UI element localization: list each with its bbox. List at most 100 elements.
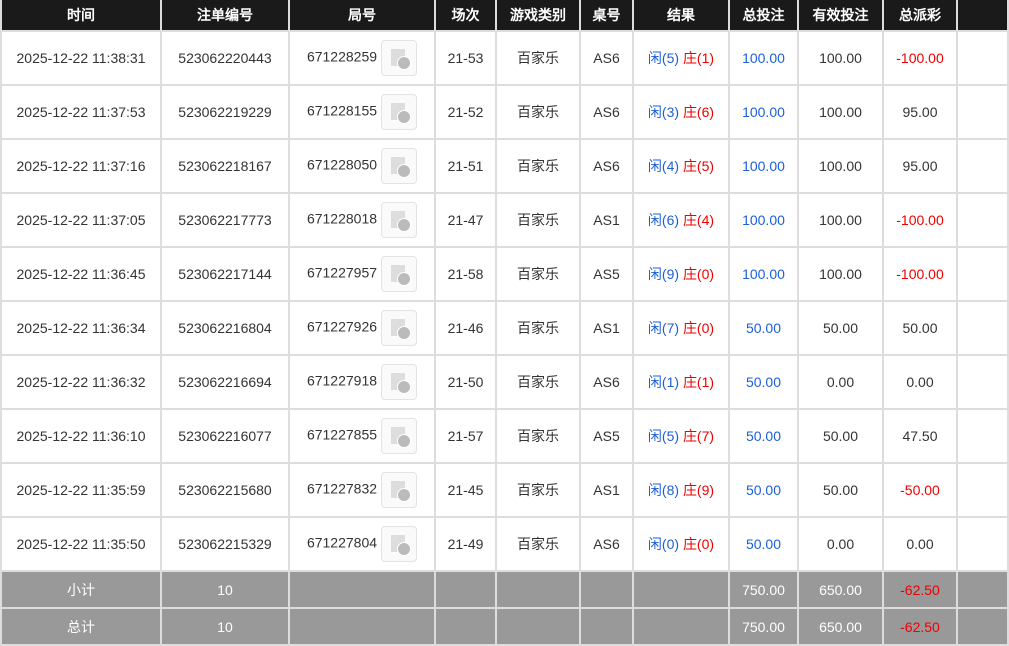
banker-result: 庄(1) (682, 50, 715, 66)
banker-result: 庄(0) (682, 266, 715, 282)
column-header: 局号 (288, 0, 436, 32)
total-bet-cell: 100.00 (728, 246, 799, 302)
video-replay-icon[interactable] (381, 148, 418, 184)
total-bet-cell: 50.00 (728, 462, 799, 518)
round-cell: 671227804 (288, 516, 436, 572)
player-result: 闲(0) (647, 536, 680, 552)
result-cell: 闲(0) 庄(0) (632, 516, 730, 572)
empty-cell (956, 408, 1009, 464)
table-row: 2025-12-22 11:37:05 523062217773 6712280… (0, 192, 1009, 248)
time-cell: 2025-12-22 11:37:05 (0, 192, 162, 248)
summary-count: 10 (160, 570, 290, 609)
video-replay-icon[interactable] (381, 256, 418, 292)
table-cell: AS6 (579, 516, 634, 572)
table-cell: AS5 (579, 408, 634, 464)
total-bet-cell: 100.00 (728, 84, 799, 140)
player-result: 闲(1) (647, 374, 680, 390)
banker-result: 庄(5) (682, 158, 715, 174)
player-result: 闲(5) (647, 50, 680, 66)
round-number: 671228155 (306, 102, 378, 119)
game-type-cell: 百家乐 (495, 408, 581, 464)
video-replay-icon[interactable] (381, 310, 418, 346)
bet-id-cell: 523062216077 (160, 408, 290, 464)
banker-result: 庄(0) (682, 536, 715, 552)
summary-valid-bet: 650.00 (797, 570, 884, 609)
empty-cell (956, 462, 1009, 518)
column-header: 注单编号 (160, 0, 290, 32)
summary-total-bet: 750.00 (728, 570, 799, 609)
payout-cell: -100.00 (882, 192, 958, 248)
empty-cell (956, 84, 1009, 140)
table-header: 时间 注单编号 局号 场次 游戏类别 桌号 结果 总投注 有效投注 总派彩 (0, 0, 1009, 32)
column-header: 桌号 (579, 0, 634, 32)
payout-cell: 50.00 (882, 300, 958, 356)
video-replay-icon[interactable] (381, 40, 418, 76)
video-replay-icon[interactable] (381, 472, 418, 508)
time-cell: 2025-12-22 11:36:32 (0, 354, 162, 410)
bet-id-cell: 523062216804 (160, 300, 290, 356)
video-replay-icon[interactable] (381, 94, 418, 130)
result-cell: 闲(5) 庄(1) (632, 30, 730, 86)
round-number: 671227832 (306, 480, 378, 497)
payout-cell: -100.00 (882, 246, 958, 302)
valid-bet-cell: 100.00 (797, 138, 884, 194)
empty-cell (956, 516, 1009, 572)
payout-cell: 95.00 (882, 84, 958, 140)
table-cell: AS6 (579, 138, 634, 194)
time-cell: 2025-12-22 11:36:34 (0, 300, 162, 356)
bet-id-cell: 523062216694 (160, 354, 290, 410)
valid-bet-cell: 0.00 (797, 516, 884, 572)
video-replay-icon[interactable] (381, 418, 418, 454)
payout-cell: 0.00 (882, 516, 958, 572)
valid-bet-cell: 100.00 (797, 192, 884, 248)
bet-id-cell: 523062215329 (160, 516, 290, 572)
result-cell: 闲(5) 庄(7) (632, 408, 730, 464)
video-replay-icon[interactable] (381, 364, 418, 400)
game-type-cell: 百家乐 (495, 84, 581, 140)
valid-bet-cell: 50.00 (797, 462, 884, 518)
game-type-cell: 百家乐 (495, 138, 581, 194)
bet-id-cell: 523062215680 (160, 462, 290, 518)
payout-cell: -50.00 (882, 462, 958, 518)
session-cell: 21-45 (434, 462, 497, 518)
round-cell: 671227855 (288, 408, 436, 464)
game-type-cell: 百家乐 (495, 354, 581, 410)
round-cell: 671227918 (288, 354, 436, 410)
summary-payout: -62.50 (882, 607, 958, 646)
column-header: 总投注 (728, 0, 799, 32)
game-type-cell: 百家乐 (495, 300, 581, 356)
player-result: 闲(4) (647, 158, 680, 174)
summary-payout: -62.50 (882, 570, 958, 609)
table-cell: AS6 (579, 354, 634, 410)
session-cell: 21-58 (434, 246, 497, 302)
session-cell: 21-51 (434, 138, 497, 194)
round-number: 671227855 (306, 426, 378, 443)
table-cell: AS1 (579, 462, 634, 518)
valid-bet-cell: 50.00 (797, 408, 884, 464)
table-row: 2025-12-22 11:35:50 523062215329 6712278… (0, 516, 1009, 572)
video-replay-icon[interactable] (381, 526, 418, 562)
video-replay-icon[interactable] (381, 202, 418, 238)
round-number: 671227918 (306, 372, 378, 389)
valid-bet-cell: 50.00 (797, 300, 884, 356)
table-row: 2025-12-22 11:36:45 523062217144 6712279… (0, 246, 1009, 302)
empty-cell (956, 138, 1009, 194)
summary-label: 小计 (0, 570, 162, 609)
table-row: 2025-12-22 11:36:10 523062216077 6712278… (0, 408, 1009, 464)
banker-result: 庄(6) (682, 104, 715, 120)
valid-bet-cell: 0.00 (797, 354, 884, 410)
result-cell: 闲(6) 庄(4) (632, 192, 730, 248)
session-cell: 21-49 (434, 516, 497, 572)
column-header (956, 0, 1009, 32)
table-row: 2025-12-22 11:35:59 523062215680 6712278… (0, 462, 1009, 518)
banker-result: 庄(1) (682, 374, 715, 390)
table-cell: AS1 (579, 300, 634, 356)
round-cell: 671227926 (288, 300, 436, 356)
result-cell: 闲(7) 庄(0) (632, 300, 730, 356)
banker-result: 庄(9) (682, 482, 715, 498)
total-bet-cell: 50.00 (728, 354, 799, 410)
game-type-cell: 百家乐 (495, 30, 581, 86)
player-result: 闲(3) (647, 104, 680, 120)
table-row: 2025-12-22 11:37:53 523062219229 6712281… (0, 84, 1009, 140)
empty-cell (956, 354, 1009, 410)
